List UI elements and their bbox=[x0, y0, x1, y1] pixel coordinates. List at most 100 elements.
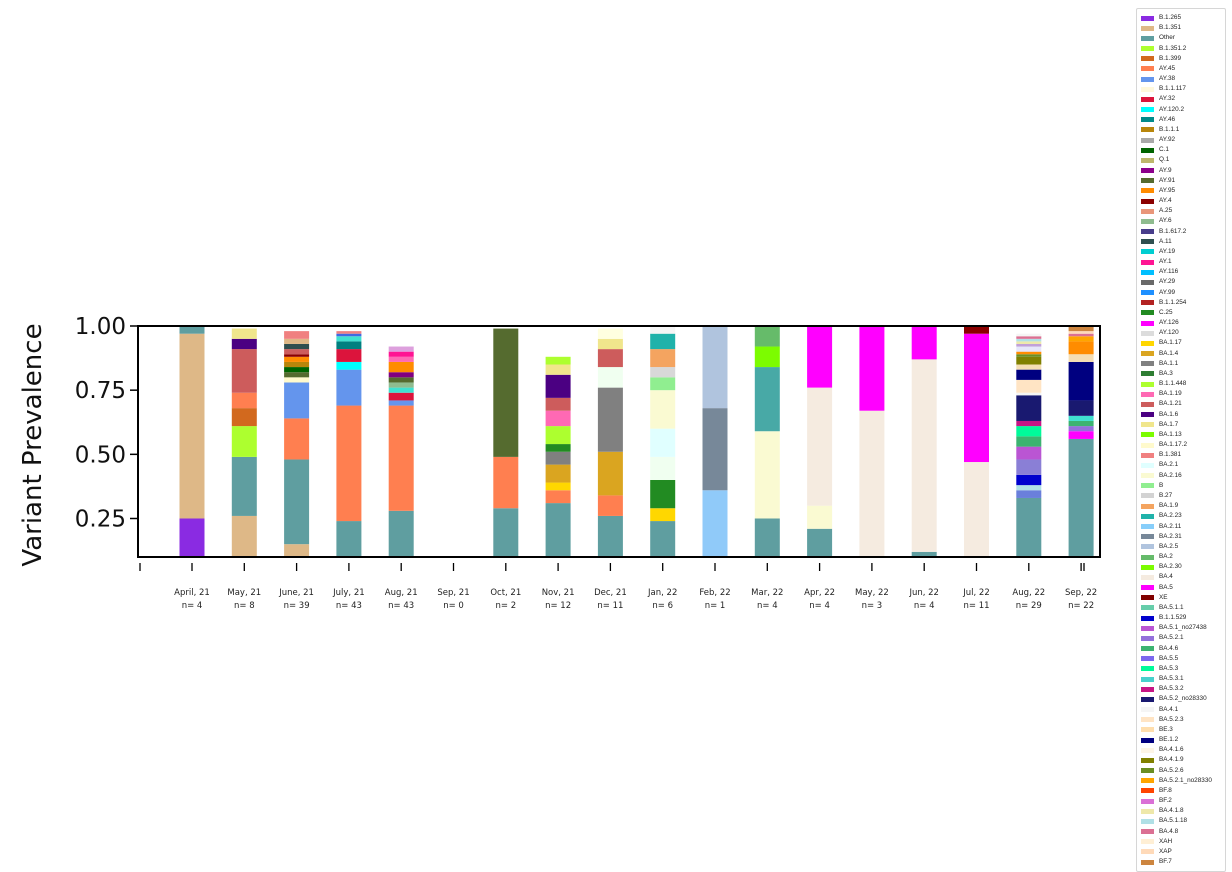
legend-swatch bbox=[1141, 605, 1154, 611]
legend-swatch bbox=[1141, 46, 1154, 51]
legend-label: A.25 bbox=[1159, 207, 1173, 215]
bar-segment bbox=[597, 515, 623, 557]
bar-segment bbox=[284, 361, 310, 368]
bar-segment bbox=[1016, 446, 1042, 460]
legend-swatch bbox=[1141, 635, 1154, 641]
legend-label: BE.1.2 bbox=[1159, 736, 1179, 744]
legend-label: BF.2 bbox=[1159, 797, 1172, 805]
bar-segment bbox=[231, 408, 257, 427]
legend-label: AY.99 bbox=[1159, 288, 1176, 296]
bar-segment bbox=[1068, 431, 1094, 439]
legend-item: BA.1.9 bbox=[1141, 501, 1178, 511]
bar-segment bbox=[1016, 490, 1042, 498]
legend-item: B bbox=[1141, 481, 1163, 491]
sample-count-label: n= 43 bbox=[336, 601, 362, 611]
legend-label: BA.5.3.1 bbox=[1159, 675, 1184, 683]
sample-count-label: n= 4 bbox=[757, 601, 778, 611]
sample-count-label: n= 39 bbox=[284, 601, 310, 611]
legend-label: BA.5.2.1_no28330 bbox=[1159, 776, 1212, 784]
legend-label: AY.9 bbox=[1159, 166, 1172, 174]
bar-segment bbox=[388, 400, 414, 406]
legend-label: AY.120.2 bbox=[1159, 105, 1184, 113]
sample-count-label: n= 8 bbox=[234, 601, 255, 611]
bar-segment bbox=[1068, 341, 1094, 355]
legend-item: BA.2.11 bbox=[1141, 522, 1181, 532]
legend-label: BA.1.4 bbox=[1159, 349, 1179, 357]
legend-label: XE bbox=[1159, 593, 1168, 601]
legend-swatch bbox=[1141, 401, 1154, 407]
legend-item: XE bbox=[1141, 593, 1168, 603]
legend-label: Q.1 bbox=[1159, 156, 1170, 164]
bar-segment bbox=[284, 354, 310, 357]
legend-item: AY.126 bbox=[1141, 318, 1179, 328]
bar-segment bbox=[388, 392, 414, 401]
sample-count-label: n= 4 bbox=[182, 601, 203, 611]
bar-segment bbox=[493, 328, 519, 457]
bar-segment bbox=[388, 387, 414, 393]
bar-segment bbox=[597, 367, 623, 388]
legend-swatch bbox=[1141, 544, 1154, 550]
bars bbox=[179, 326, 1094, 557]
bar-segment bbox=[493, 508, 519, 557]
bar-segment bbox=[650, 480, 676, 509]
sample-count-label: n= 4 bbox=[809, 601, 830, 611]
legend-item: B.1.1.1 bbox=[1141, 125, 1179, 135]
bar-segment bbox=[388, 356, 414, 362]
legend-item: BA.1.6 bbox=[1141, 410, 1178, 420]
legend-label: BA.1.21 bbox=[1159, 400, 1182, 408]
bar-segment bbox=[336, 369, 362, 406]
bar-segment bbox=[1016, 459, 1042, 475]
bar-segment bbox=[1016, 364, 1042, 370]
bar-segment bbox=[702, 408, 728, 491]
legend-swatch bbox=[1141, 259, 1154, 265]
y-tick-label: 0.75 bbox=[75, 378, 126, 404]
legend-swatch bbox=[1141, 290, 1154, 296]
bar-segment bbox=[1016, 341, 1042, 344]
legend-swatch bbox=[1141, 117, 1154, 123]
legend-swatch bbox=[1141, 381, 1154, 387]
legend-label: B.1.351.2 bbox=[1159, 44, 1187, 52]
bar-segment bbox=[650, 521, 676, 557]
legend-swatch bbox=[1141, 391, 1154, 397]
legend-item: BA.4.1.9 bbox=[1141, 755, 1184, 765]
bar-segment bbox=[336, 333, 362, 337]
bar-segment bbox=[1016, 369, 1042, 380]
bar-segment bbox=[650, 508, 676, 522]
bar-segment bbox=[284, 356, 310, 362]
bar-segment bbox=[388, 510, 414, 557]
legend-item: BA.1.13 bbox=[1141, 430, 1182, 440]
legend-swatch bbox=[1141, 829, 1154, 835]
legend-swatch bbox=[1141, 452, 1154, 458]
bar-segment bbox=[1016, 346, 1042, 352]
legend-item: BA.1.17.2 bbox=[1141, 440, 1187, 450]
legend-swatch bbox=[1141, 778, 1154, 784]
x-tick-label: May, 21 bbox=[227, 588, 261, 598]
legend-label: AY.46 bbox=[1159, 115, 1176, 123]
legend-item: BE.3 bbox=[1141, 725, 1173, 735]
bar-segment bbox=[179, 326, 205, 334]
legend-label: C.1 bbox=[1159, 146, 1169, 154]
legend-label: BA.1.6 bbox=[1159, 410, 1179, 418]
legend-label: BF.7 bbox=[1159, 858, 1172, 866]
legend-label: AY.116 bbox=[1159, 268, 1179, 276]
legend-item: BA.4.1 bbox=[1141, 705, 1178, 715]
legend-swatch bbox=[1141, 300, 1154, 306]
legend-item: AY.19 bbox=[1141, 247, 1175, 257]
bar-segment bbox=[1068, 426, 1094, 432]
legend-swatch bbox=[1141, 808, 1154, 814]
bar-segment bbox=[964, 326, 989, 334]
legend-label: BA.5.5 bbox=[1159, 654, 1179, 662]
sample-count-label: n= 4 bbox=[914, 601, 935, 611]
bar-segment bbox=[179, 518, 205, 557]
legend-item: BA.2.31 bbox=[1141, 532, 1182, 542]
bar-segment bbox=[1016, 420, 1042, 427]
sample-count-label: n= 2 bbox=[495, 601, 516, 611]
bar-segment bbox=[1068, 354, 1094, 362]
legend-label: AY.92 bbox=[1159, 136, 1176, 144]
x-tick-label: July, 21 bbox=[332, 588, 365, 598]
bar-segment bbox=[754, 326, 780, 347]
legend-item: BA.1.17 bbox=[1141, 338, 1182, 348]
legend-label: BA.5.1.1 bbox=[1159, 603, 1184, 611]
legend-item: BA.5.3.2 bbox=[1141, 684, 1184, 694]
